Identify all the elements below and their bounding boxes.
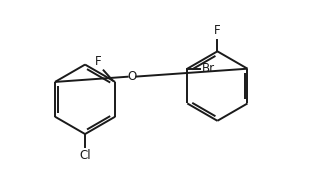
Text: F: F (95, 55, 101, 68)
Text: Br: Br (202, 62, 215, 75)
Text: Cl: Cl (79, 149, 91, 162)
Text: O: O (127, 70, 137, 83)
Text: F: F (214, 24, 221, 37)
